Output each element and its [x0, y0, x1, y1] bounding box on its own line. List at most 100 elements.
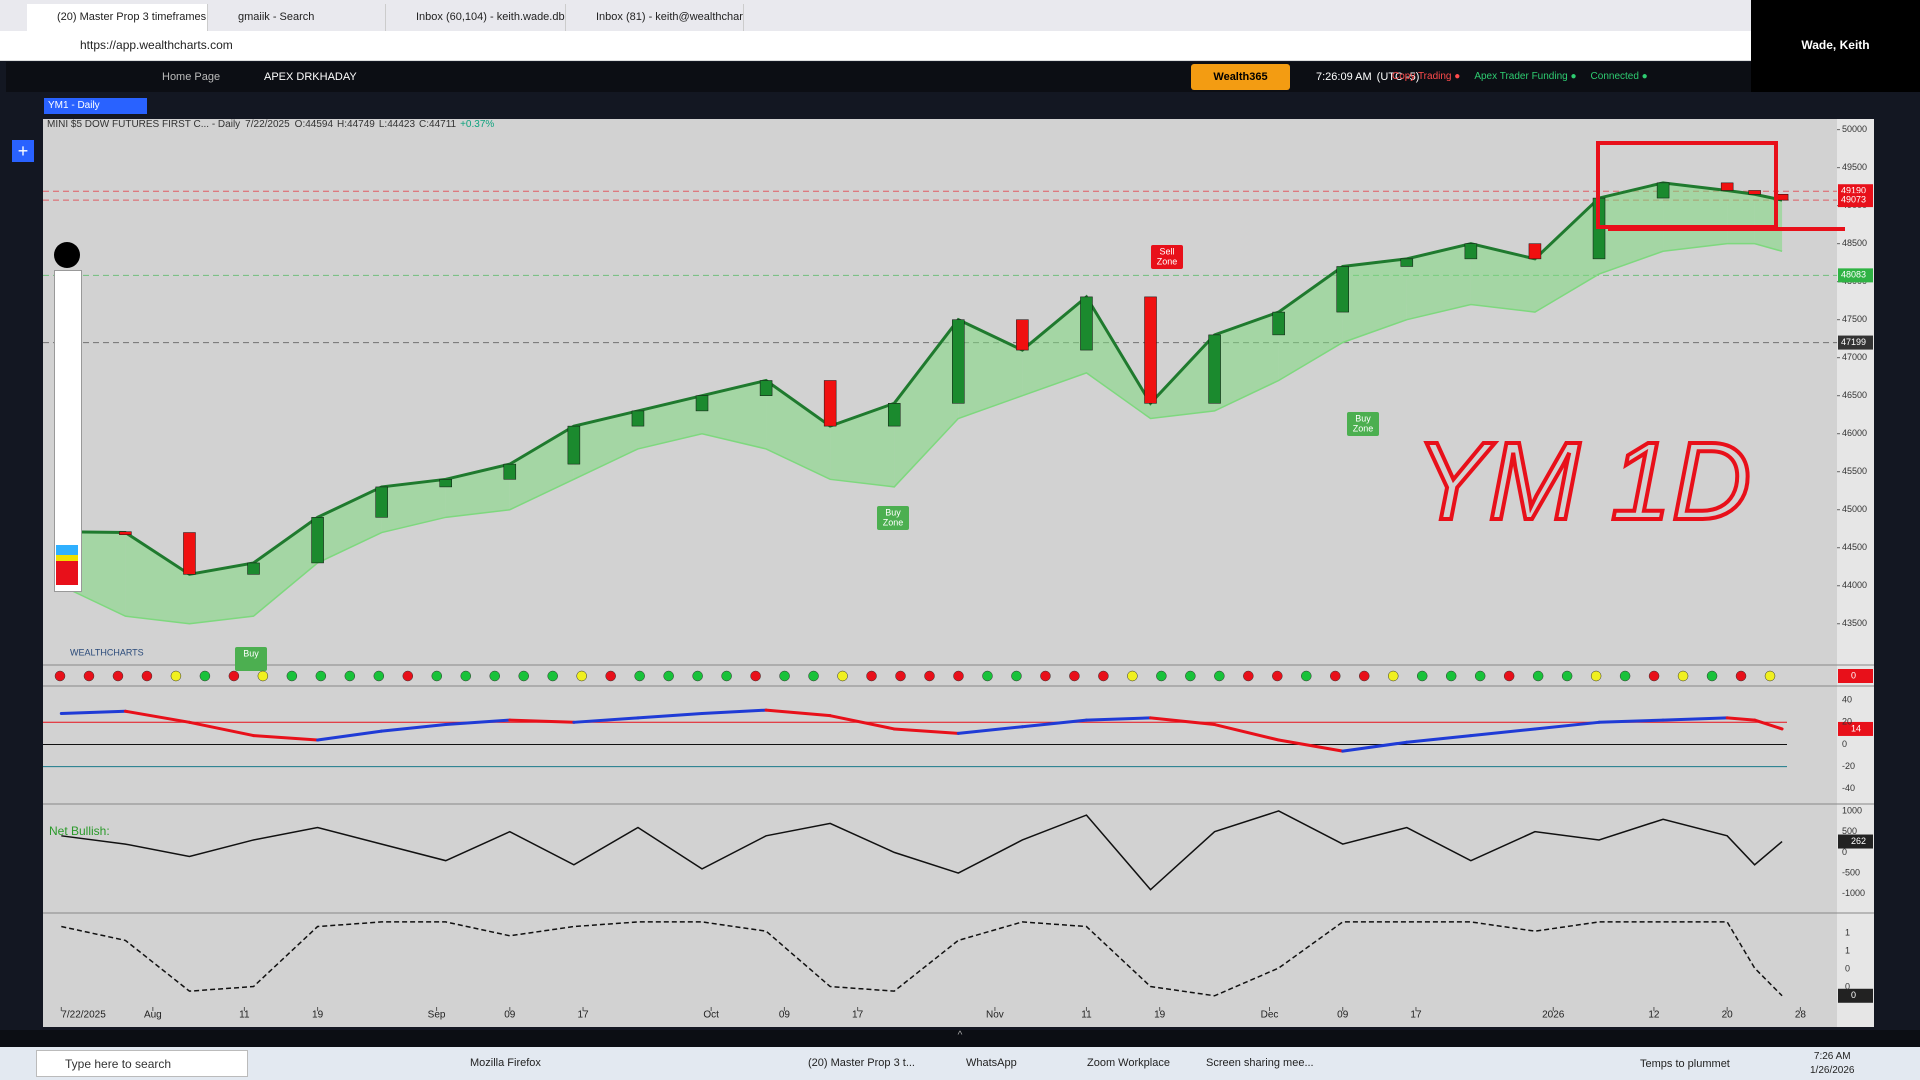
y-tick-label: 0 [1842, 739, 1847, 749]
clock: 7:26:09 AM (UTC -5) [1316, 71, 1419, 83]
osc-segment [1725, 716, 1757, 722]
cloud [637, 395, 703, 449]
cloud [1470, 243, 1535, 313]
taskbar-app[interactable]: Screen sharing mee... [1206, 1057, 1314, 1069]
x-tick-label: 17 [1410, 1010, 1422, 1021]
signal-dot [112, 670, 124, 682]
status-item: Connected ● [1590, 71, 1648, 82]
browser-tab[interactable]: Inbox (81) - keith@wealthcharts.c [566, 4, 744, 31]
y-tick-label: 47500 [1842, 314, 1867, 324]
x-tick-label: 09 [1337, 1010, 1349, 1021]
signal-dot [895, 670, 906, 682]
indicator-line [61, 810, 1783, 891]
candle [1720, 182, 1734, 191]
browser-tab[interactable]: (20) Master Prop 3 timeframes - W [27, 4, 208, 31]
app-toolbar [6, 62, 1751, 92]
cloud [1342, 258, 1407, 343]
app-tab[interactable]: Home Page [162, 71, 221, 83]
user-name: Wade, Keith [1751, 0, 1920, 92]
news[interactable]: Temps to plummet [1640, 1058, 1730, 1070]
cloud [1214, 312, 1279, 411]
ohlc-label: L: [378, 119, 388, 130]
zone-label: Buy [243, 648, 259, 658]
color-swatch[interactable] [56, 545, 78, 585]
last-value-label: 262 [1851, 836, 1866, 846]
candle [1400, 258, 1414, 267]
x-tick-label: 09 [779, 1010, 791, 1021]
drawing-tools[interactable] [54, 270, 82, 592]
candle [247, 562, 260, 575]
signal-dot [489, 670, 500, 682]
signal-dot [1040, 670, 1051, 682]
candle [567, 425, 581, 465]
signal-dot [866, 670, 877, 682]
signal-dot [1416, 670, 1428, 682]
signal-dot [692, 670, 703, 682]
cloud [702, 380, 767, 449]
signal-dot [1185, 670, 1196, 682]
cloud [766, 380, 831, 480]
osc-segment [123, 709, 191, 724]
tray-clock: 7:26 AM 1/26/2026 [1810, 1050, 1855, 1078]
signal-dot [1243, 670, 1254, 682]
signal-dot [750, 670, 761, 682]
signal-dot [663, 670, 674, 682]
url[interactable]: https://app.wealthcharts.com [80, 38, 233, 52]
x-tick-label: 28 [1795, 1010, 1807, 1021]
candle [1656, 182, 1670, 199]
y-tick-label: 46000 [1842, 428, 1867, 438]
bottom-strip: ^ [0, 1030, 1920, 1047]
browser-tab[interactable]: gmaiik - Search [208, 4, 386, 31]
cloud [1022, 296, 1087, 396]
signal-dot [1011, 670, 1022, 682]
candle [1528, 243, 1542, 260]
signal-dot [1590, 670, 1602, 682]
promo-button[interactable]: Wealth365 Summit! [1191, 64, 1290, 109]
handwriting: YM 1D [1415, 420, 1751, 543]
taskbar-app[interactable]: Zoom Workplace [1087, 1057, 1170, 1069]
browser-tab[interactable]: Inbox (60,104) - keith.wade.dba@ [386, 4, 566, 31]
tray-time: 7:26 AM [1813, 1051, 1851, 1062]
taskbar-app[interactable]: (20) Master Prop 3 t... [808, 1057, 915, 1069]
x-tick-label: 20 [1722, 1010, 1734, 1021]
osc-segment [700, 708, 768, 715]
taskbar-app[interactable]: WhatsApp [966, 1057, 1017, 1069]
ohlc-item: H:44749 [337, 119, 375, 130]
x-tick-label: Sep [428, 1010, 446, 1021]
y-tick-label: 43500 [1842, 618, 1867, 628]
cloud [1086, 296, 1151, 419]
watermark: WEALTHCHARTS [70, 647, 144, 657]
signal-dot [808, 670, 819, 682]
ohlc-label: O: [294, 119, 306, 130]
app-tab[interactable]: APEX DRKHADAY [264, 71, 357, 83]
price-marker-label: 49073 [1841, 194, 1866, 204]
cloud [1150, 334, 1215, 419]
tool-pin[interactable] [54, 242, 80, 268]
add-button[interactable]: + [12, 140, 34, 162]
y-tick-label: 0 [1842, 847, 1847, 857]
y-tick-label: -20 [1842, 761, 1855, 771]
signal-dot [1764, 670, 1776, 682]
cloud [1663, 182, 1728, 252]
osc-segment [1469, 727, 1537, 738]
signal-dot [1156, 670, 1167, 682]
left-sidebar [6, 92, 37, 1047]
y-tick-label: 500 [1842, 826, 1857, 836]
osc-segment [1753, 718, 1784, 731]
taskbar [0, 1047, 1920, 1080]
search-box[interactable]: Type here to search [36, 1050, 248, 1077]
symbol-tab[interactable]: YM1 - Daily [44, 98, 147, 114]
taskbar-app[interactable]: Mozilla Firefox [470, 1057, 541, 1069]
signal-dot [1127, 670, 1138, 682]
y-tick-label: 48500 [1842, 238, 1867, 248]
cloud [509, 426, 574, 510]
ohlc-item: C:44711 [419, 119, 456, 130]
signal-dot [1735, 670, 1747, 682]
osc-segment [828, 714, 896, 731]
cloud [830, 403, 895, 487]
y-tick-label: 46500 [1842, 390, 1867, 400]
y-tick-label: -40 [1842, 783, 1855, 793]
signal-dot [1358, 670, 1370, 682]
